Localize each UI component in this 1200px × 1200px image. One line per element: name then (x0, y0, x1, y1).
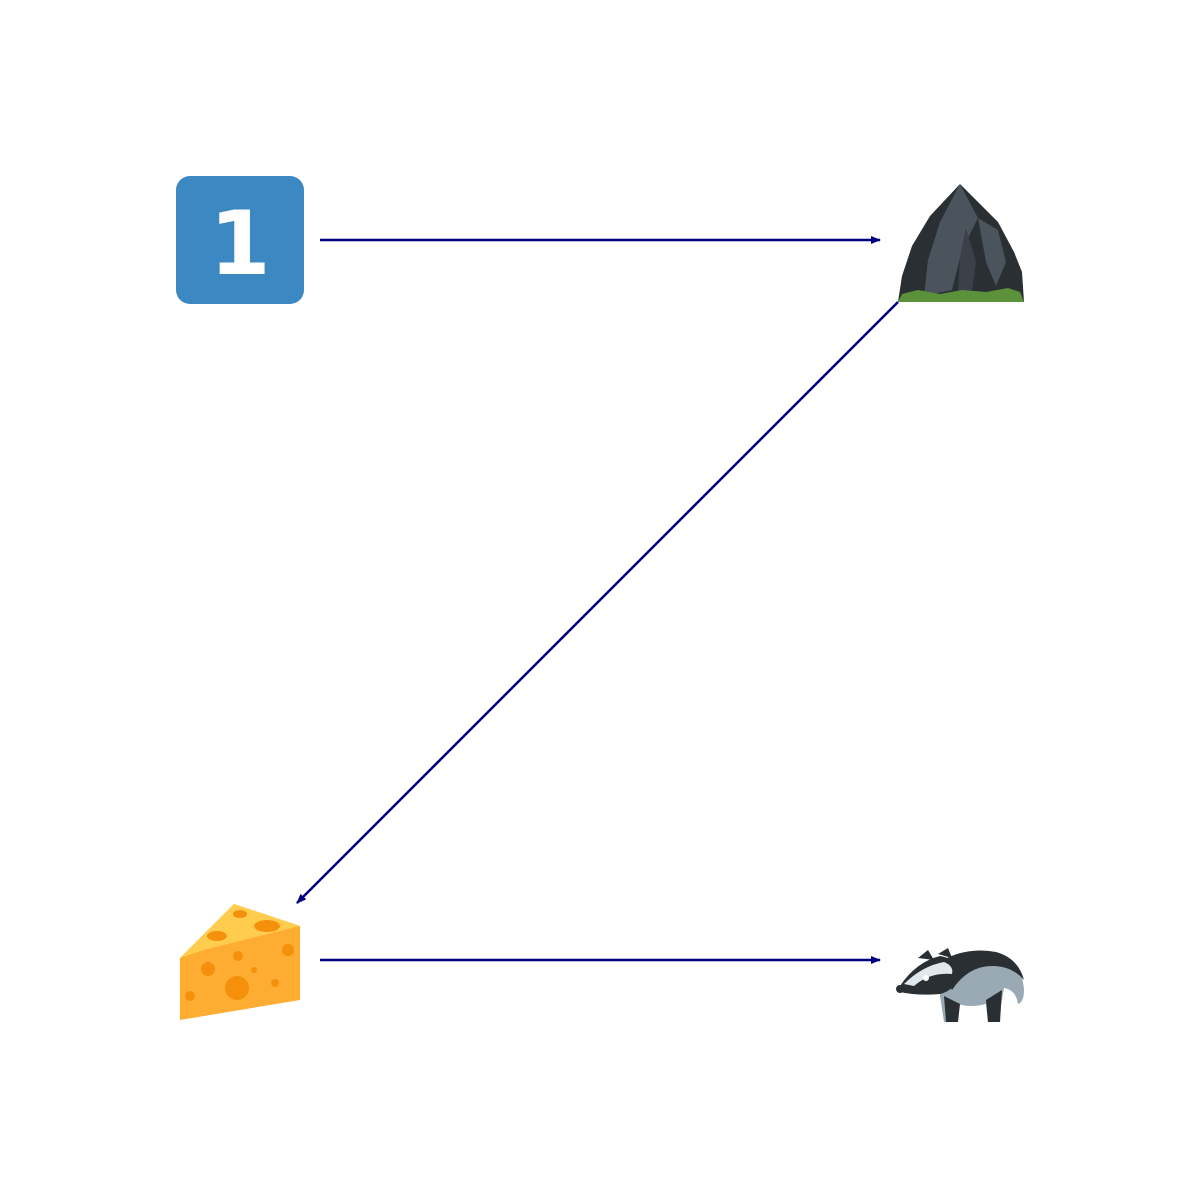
badger-icon (896, 948, 1024, 1022)
keycap-digit-label: 1 (209, 192, 270, 295)
cheese-wedge-icon (180, 904, 300, 1020)
edge-rock-to-cheese (296, 301, 899, 904)
edges (296, 236, 899, 964)
keycap-digit-one-icon: 1 (176, 176, 304, 304)
rock-icon (898, 184, 1024, 302)
